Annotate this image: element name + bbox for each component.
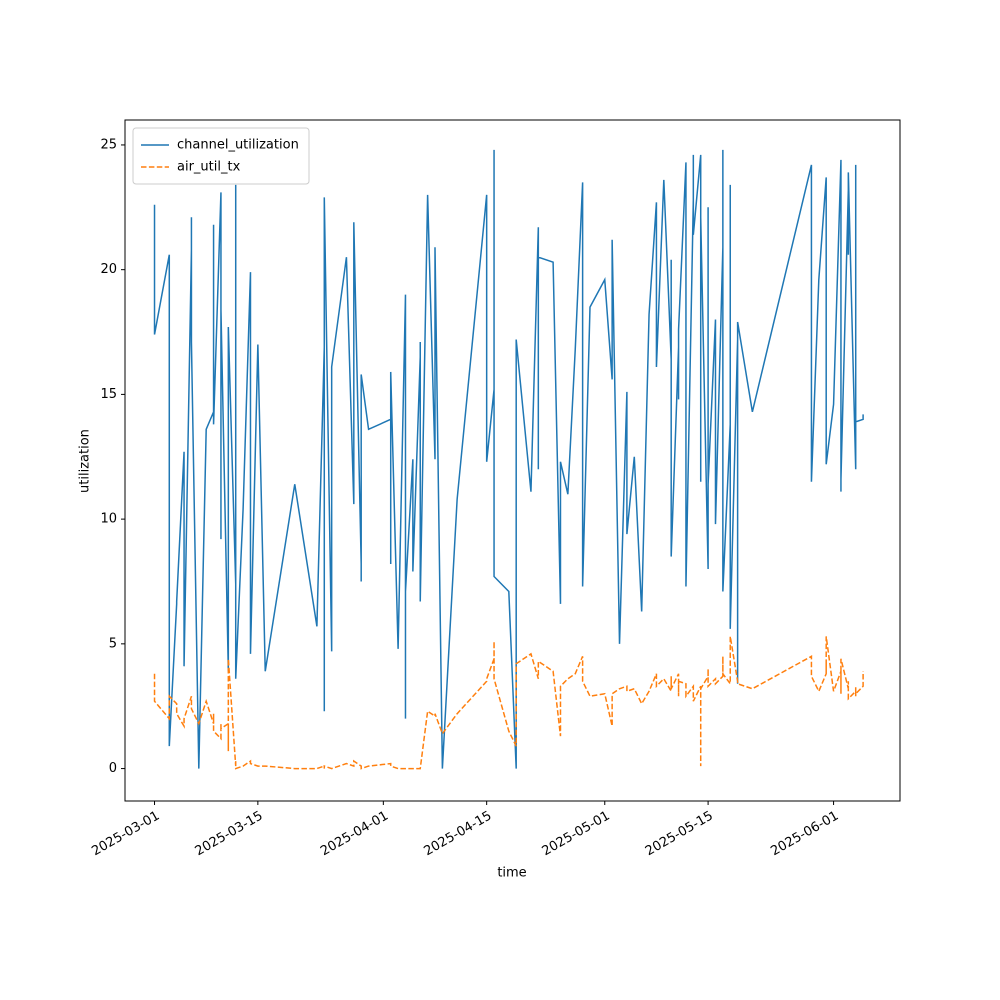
legend-label: air_util_tx — [177, 160, 241, 175]
y-tick-label: 10 — [100, 512, 117, 527]
series-line — [153, 149, 864, 769]
y-tick-label: 25 — [100, 137, 117, 152]
series-line — [153, 636, 864, 770]
y-tick-label: 15 — [100, 387, 117, 402]
y-tick-label: 20 — [100, 262, 117, 277]
y-axis-label: utilization — [78, 429, 93, 493]
y-tick-label: 5 — [109, 636, 117, 651]
legend-box — [132, 127, 310, 185]
plot-frame — [124, 119, 901, 802]
y-tick-label: 0 — [109, 761, 117, 776]
legend-label: channel_utilization — [177, 138, 299, 153]
x-axis-label: time — [497, 866, 526, 881]
